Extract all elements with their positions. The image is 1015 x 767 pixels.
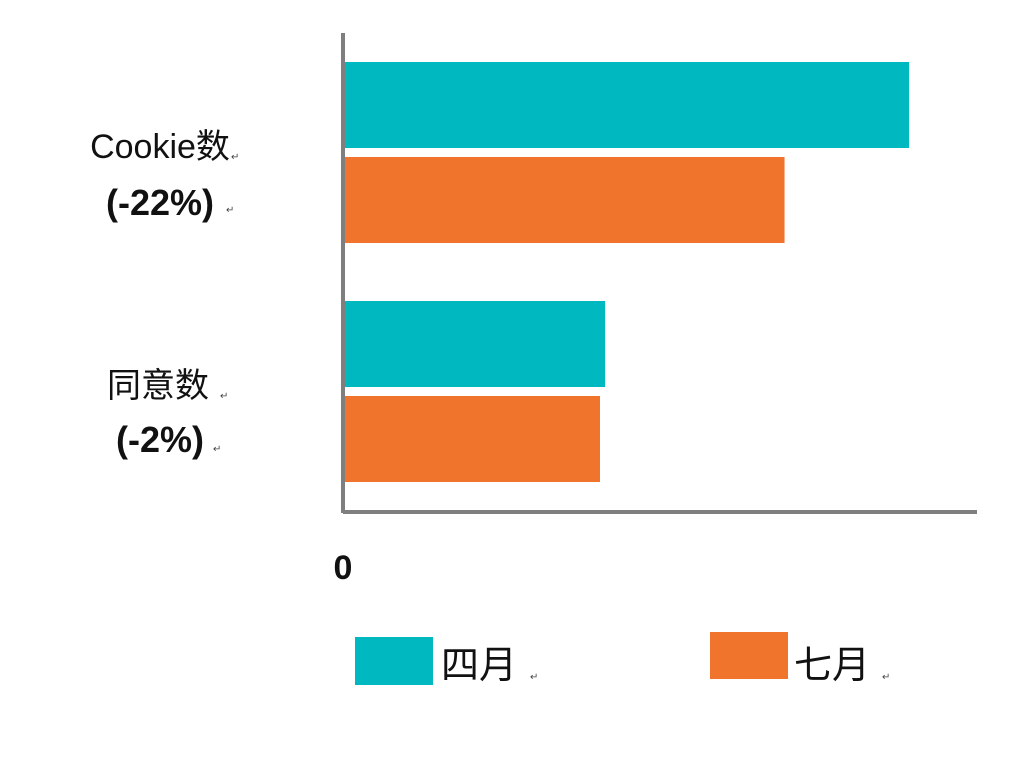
- legend-swatch-april: [355, 637, 433, 685]
- category-change-label: (-22%): [106, 182, 214, 223]
- paragraph-mark: ↵: [231, 152, 239, 163]
- legend-label-july: 七月: [794, 643, 870, 687]
- bar-april-2: [343, 301, 606, 387]
- category-label: Cookie数: [90, 128, 230, 166]
- bar-april-1: [343, 62, 910, 148]
- paragraph-mark: ↵: [882, 672, 890, 683]
- category-label: 同意数: [107, 367, 209, 405]
- paragraph-mark: ↵: [220, 391, 228, 402]
- bar-july-2: [343, 396, 600, 482]
- bar-july-1: [343, 157, 785, 243]
- bar-group: [343, 62, 910, 482]
- legend-swatch-july: [710, 632, 788, 679]
- x-tick-label: 0: [334, 549, 353, 587]
- paragraph-mark: ↵: [213, 444, 221, 455]
- category-change-label: (-2%): [116, 419, 204, 460]
- paragraph-mark: ↵: [226, 205, 234, 216]
- legend-label-april: 四月: [441, 643, 517, 687]
- paragraph-mark: ↵: [530, 672, 538, 683]
- legend: 四月 ↵ 七月 ↵: [355, 632, 890, 687]
